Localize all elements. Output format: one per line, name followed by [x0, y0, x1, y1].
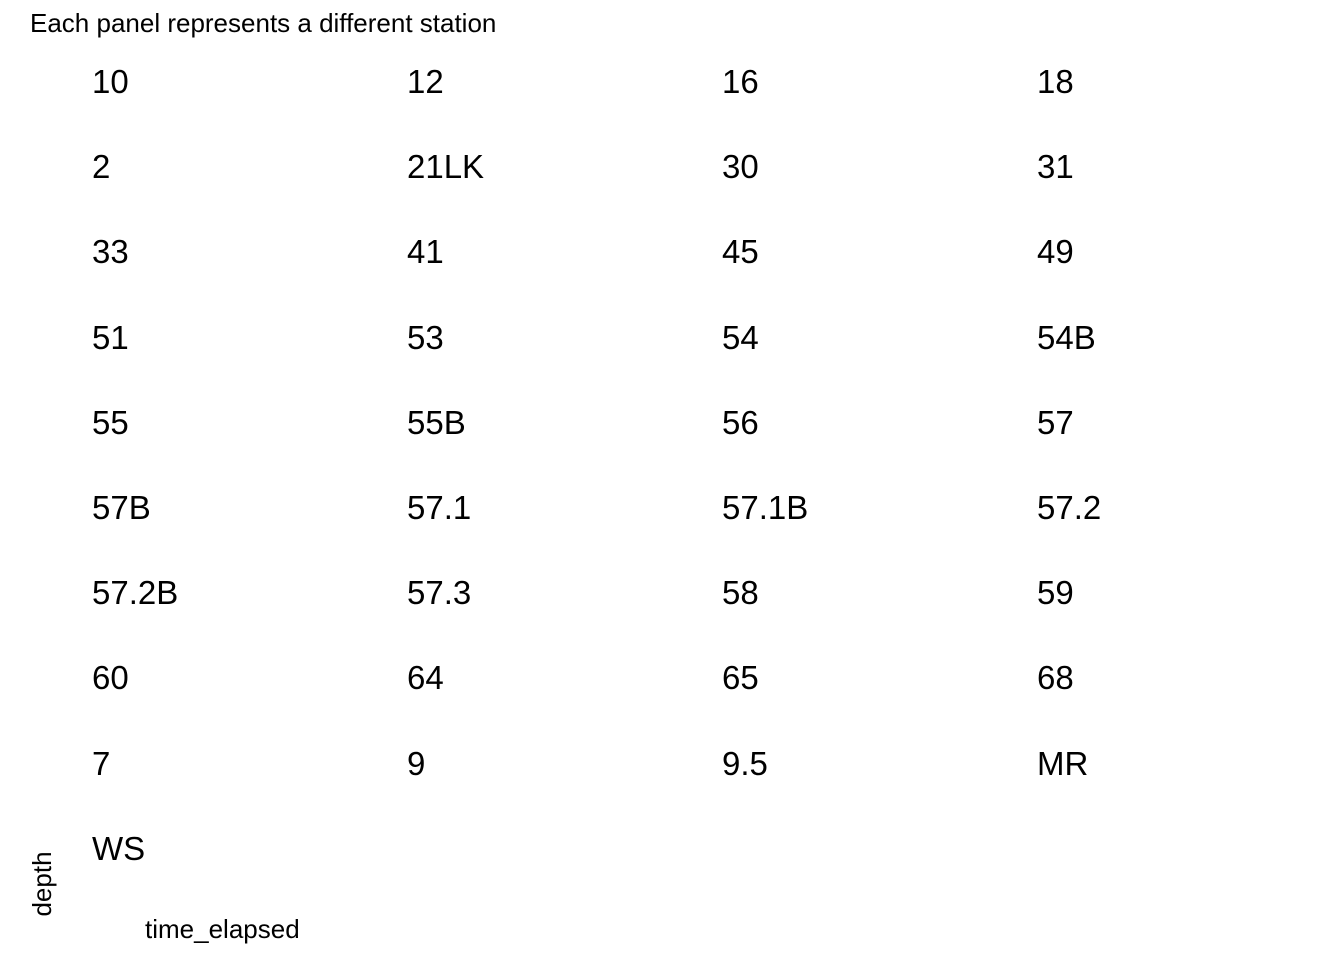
- facet-strip-label: 41: [407, 233, 444, 271]
- facet-strip-label: 45: [722, 233, 759, 271]
- facet-strip-label: 2: [92, 148, 111, 186]
- facet-strip-label: MR: [1037, 744, 1089, 782]
- facet-strip-label: 57.3: [407, 574, 472, 612]
- facet-strip-label: 55: [92, 403, 129, 441]
- facet-strip-label: 54B: [1037, 318, 1096, 356]
- y-axis-label: depth: [27, 851, 57, 917]
- facet-strip-label: 56: [722, 403, 759, 441]
- facet-strip-label: 9.5: [722, 744, 768, 782]
- facet-strip-label: 57.2B: [92, 574, 179, 612]
- facet-strip-label: 16: [722, 63, 759, 100]
- facet-strip-label: 10: [92, 63, 129, 100]
- facet-strip-label: 57.1B: [722, 489, 809, 526]
- facet-strip-label: 54: [722, 318, 759, 356]
- facet-strip-label: 64: [407, 659, 444, 697]
- chart-subtitle: Each panel represents a different statio…: [30, 8, 497, 38]
- facet-strip-label: 12: [407, 63, 444, 100]
- facet-strip-label: 51: [92, 318, 129, 356]
- facet-strip-label: 60: [92, 659, 129, 697]
- x-axis-label: time_elapsed: [145, 914, 300, 944]
- facet-strip-label: 57.1: [407, 489, 472, 526]
- facet-strip-label: WS: [92, 829, 146, 867]
- facet-strip-label: 65: [722, 659, 759, 697]
- facet-strip-label: 58: [722, 574, 759, 612]
- facet-strip-label: 9: [407, 744, 426, 782]
- facet-grid: 10 12 16 18 2 21LK 30 31 33 41 45 49 51 53 54 54B 55 55B 5…: [92, 63, 1102, 867]
- facet-strip-label: 30: [722, 148, 759, 186]
- facet-strip-label: 55B: [407, 403, 466, 441]
- facet-strip-label: 21LK: [407, 148, 485, 186]
- facet-strip-label: 33: [92, 233, 129, 271]
- facet-strip-label: 49: [1037, 233, 1074, 271]
- facet-strip-label: 57B: [92, 489, 151, 526]
- facet-strip-label: 18: [1037, 63, 1074, 100]
- facet-strip-label: 57: [1037, 403, 1074, 441]
- facet-strip-label: 57.2: [1037, 489, 1102, 526]
- facet-strip-label: 31: [1037, 148, 1074, 186]
- facet-strip-label: 53: [407, 318, 444, 356]
- facet-strip-label: 59: [1037, 574, 1074, 612]
- facet-strip-label: 68: [1037, 659, 1074, 697]
- facet-strip-label: 7: [92, 744, 111, 782]
